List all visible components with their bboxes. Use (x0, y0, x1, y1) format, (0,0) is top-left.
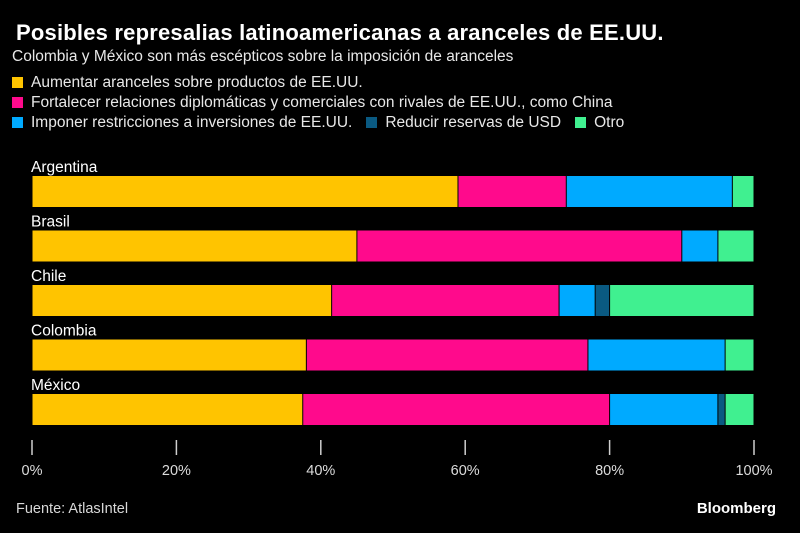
legend-swatch (575, 117, 587, 128)
source-note: Fuente: AtlasIntel (16, 501, 129, 517)
legend-swatch (366, 117, 378, 128)
legend-item-imponer: Imponer restricciones a inversiones de E… (12, 113, 352, 133)
x-tick-label: 100% (735, 463, 772, 479)
legend-label: Aumentar aranceles sobre productos de EE… (31, 74, 363, 91)
bar-segment (595, 285, 610, 316)
bar-segment (725, 394, 754, 425)
bar-segment (32, 339, 306, 371)
bar-segment (588, 339, 725, 371)
bar-segment (559, 285, 595, 316)
x-tick-label: 20% (162, 463, 191, 479)
bar-segment (610, 285, 754, 316)
x-tick-label: 80% (595, 463, 624, 479)
bar-segment (718, 394, 725, 425)
legend-item-otro: Otro (575, 113, 624, 133)
bar-segment (682, 230, 718, 262)
legend-swatch (12, 117, 23, 128)
chart-title: Posibles represalias latinoamericanas a … (16, 20, 664, 45)
bar-segment (306, 339, 588, 371)
category-label: Chile (31, 268, 66, 285)
bar-segment (732, 176, 754, 207)
x-tick-label: 60% (451, 463, 480, 479)
category-label: Colombia (31, 323, 97, 340)
legend-swatch (12, 97, 23, 108)
legend: Aumentar aranceles sobre productos de EE… (12, 73, 782, 133)
bar-segment (32, 230, 357, 262)
legend-label: Otro (594, 114, 625, 131)
chart-subtitle: Colombia y México son más escépticos sob… (12, 48, 514, 65)
bar-segment (357, 230, 682, 262)
bar-segment (566, 176, 732, 207)
legend-item-reducir: Reducir reservas de USD (366, 113, 561, 133)
legend-label: Fortalecer relaciones diplomáticas y com… (31, 94, 613, 111)
bar-segment (332, 285, 559, 316)
x-tick-label: 40% (306, 463, 335, 479)
legend-label: Reducir reservas de USD (385, 114, 562, 131)
x-axis: 0% 20% 40% 60% 80% 100% (22, 440, 773, 479)
bar-segment (32, 176, 458, 207)
bar-segment (725, 339, 754, 371)
legend-item-fortalecer: Fortalecer relaciones diplomáticas y com… (12, 93, 613, 113)
x-tick-label: 0% (22, 463, 43, 479)
bar-segment (32, 394, 303, 425)
bars-group: Argentina Brasil Chile Colombia México (31, 159, 754, 425)
bar-segment (458, 176, 566, 207)
bloomberg-logo: Bloomberg (696, 500, 776, 517)
bar-segment (303, 394, 610, 425)
category-label: Brasil (31, 214, 70, 231)
legend-item-aumentar: Aumentar aranceles sobre productos de EE… (12, 73, 363, 93)
bar-segment (610, 394, 718, 425)
category-label: Argentina (31, 159, 98, 176)
category-label: México (31, 377, 80, 394)
legend-label: Imponer restricciones a inversiones de E… (31, 114, 353, 131)
bar-segment (32, 285, 332, 316)
bar-segment (718, 230, 754, 262)
legend-swatch (12, 77, 23, 88)
